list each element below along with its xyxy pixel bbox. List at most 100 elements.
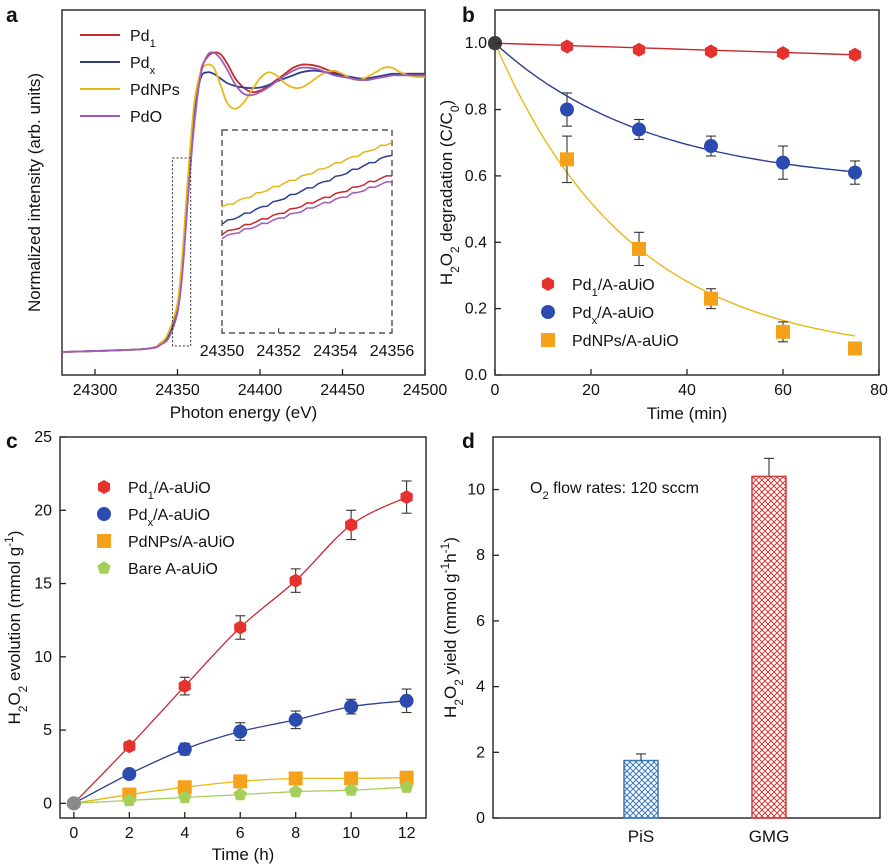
b-legend-label: Pdx/A-aUiO	[572, 305, 654, 327]
c-data-point	[233, 724, 248, 739]
c-xtick-label: 12	[398, 825, 416, 842]
d-bar-gmg	[751, 475, 787, 819]
a-legend-label: Pdx	[130, 55, 156, 77]
c-data-point	[178, 679, 191, 694]
b-ytick-label: 1.0	[465, 35, 487, 52]
b-fit-curve	[494, 42, 856, 337]
c-legend-marker	[97, 534, 111, 548]
c-xtick-label: 10	[342, 825, 360, 842]
d-category-label: GMG	[749, 827, 790, 846]
c-data-point	[399, 780, 414, 793]
c-legend-label: Pd1/A-aUiO	[128, 480, 211, 502]
c-data-point	[234, 620, 247, 635]
c-xtick-label: 6	[236, 825, 245, 842]
c-ytick-label: 15	[34, 576, 52, 593]
b-legend-marker	[541, 277, 555, 291]
panel-letter-a: a	[6, 4, 18, 27]
b-data-point	[632, 122, 646, 137]
c-axes-frame	[59, 436, 427, 819]
panel-a-xanes-chart: 24300 24350 24400 24450 24500 Photon energy (…	[25, 9, 448, 422]
b-legend-label: PdNPs/A-aUiO	[572, 333, 679, 350]
c-data-point	[233, 787, 247, 801]
a-xtick-label: 24350	[155, 382, 200, 399]
b-data-point	[632, 241, 646, 256]
c-data-point	[122, 767, 137, 782]
c-data-point	[177, 742, 192, 757]
a-inset-frame	[221, 129, 393, 334]
c-data-point	[400, 490, 413, 505]
a-xtick-label: 24400	[238, 382, 283, 399]
c-fit-curve	[73, 496, 407, 804]
a-axes-frame	[61, 9, 426, 376]
c-x-axis-title: Time (h)	[212, 845, 275, 864]
b-data-point	[776, 46, 790, 61]
c-data-point	[289, 784, 303, 798]
a-legend-label: PdNPs	[130, 82, 180, 99]
b-data-point	[776, 155, 790, 170]
a-legend-label: Pd1	[130, 28, 156, 50]
a-xtick-label: 24450	[320, 382, 365, 399]
c-data-point	[177, 780, 192, 795]
b-ytick-label: 0.2	[465, 301, 487, 318]
c-data-point	[178, 790, 192, 804]
b-ytick-label: 0.8	[465, 102, 487, 119]
d-ytick-label: 0	[476, 810, 485, 827]
a-xtick-label: 24300	[73, 382, 118, 399]
a-xtick-label: 24500	[403, 382, 448, 399]
d-ytick-label: 6	[476, 613, 485, 630]
c-legend-label: Bare A-aUiO	[128, 561, 218, 578]
c-xtick-label: 8	[291, 825, 300, 842]
a-inset-xtick-label: 24356	[370, 343, 415, 360]
a-inset-xtick-label: 24350	[200, 343, 245, 360]
c-data-point	[399, 770, 414, 785]
d-ytick-label: 8	[476, 547, 485, 564]
a-inset-line-pdo	[221, 180, 393, 240]
a-legend-label: PdO	[130, 109, 162, 126]
a-inset-line-pd1	[221, 175, 392, 236]
c-legend-label: PdNPs/A-aUiO	[128, 534, 235, 551]
b-ytick-label: 0.4	[465, 234, 487, 251]
c-ytick-label: 25	[34, 429, 52, 446]
panel-letter-c: c	[6, 430, 18, 453]
panel-c-evolution-chart: 0 2 4 6 8 10 12 0 5 10 15 20 25 Time (h) H2O2 evolutio…	[2, 429, 427, 864]
a-y-axis-title: Normalized intensity (arb. units)	[25, 73, 44, 312]
b-data-point	[704, 44, 718, 59]
b-legend-label: Pd1/A-aUiO	[572, 277, 655, 299]
c-data-point	[122, 793, 136, 807]
a-inset-xtick-label: 24352	[256, 343, 301, 360]
b-fit-curve	[494, 42, 856, 56]
c-data-point	[344, 699, 359, 714]
panel-letter-d: d	[462, 430, 475, 453]
b-data-point	[848, 165, 862, 180]
c-legend-marker	[97, 507, 111, 521]
b-ytick-label: 0.0	[465, 367, 487, 384]
panel-b-degradation-chart: 0 20 40 60 80 0.0 0.2 0.4 0.6 0.8 1.0 Time (min) H2O…	[437, 9, 888, 423]
a-inset-line-pdnps	[221, 141, 393, 208]
panel-d-yield-bar-chart: PiS GMG 0 2 4 6 8 10 H2O2 yield (mmol g-1h-1) O2 …	[438, 436, 881, 846]
d-y-axis-title: H2O2 yield (mmol g-1h-1)	[438, 537, 466, 718]
b-data-point	[776, 324, 790, 339]
d-axes-frame	[492, 436, 881, 819]
b-data-point	[560, 102, 574, 117]
c-legend-marker	[97, 480, 111, 494]
b-data-point	[704, 291, 718, 306]
a-zoom-box	[172, 157, 192, 347]
d-ytick-label: 10	[467, 482, 485, 499]
c-xtick-label: 2	[125, 825, 134, 842]
d-ytick-label: 4	[476, 679, 485, 696]
b-fit-curve	[494, 42, 856, 173]
c-y-axis-title: H2O2 evolution (mmol g-1)	[2, 531, 30, 725]
b-y-axis-title: H2O2 degradation (C/C0)	[437, 100, 462, 285]
b-x-axis-title: Time (min)	[647, 404, 728, 423]
b-ytick-label: 0.6	[465, 168, 487, 185]
b-data-point	[560, 152, 574, 167]
b-xtick-label: 60	[774, 382, 792, 399]
c-data-point	[288, 712, 303, 727]
c-data-point	[288, 771, 303, 786]
d-ytick-label: 2	[476, 744, 485, 761]
b-xtick-label: 80	[870, 382, 888, 399]
c-data-point	[344, 771, 359, 786]
d-bar-pis	[623, 759, 659, 819]
d-category-label: PiS	[628, 827, 654, 846]
b-data-point	[704, 139, 718, 154]
